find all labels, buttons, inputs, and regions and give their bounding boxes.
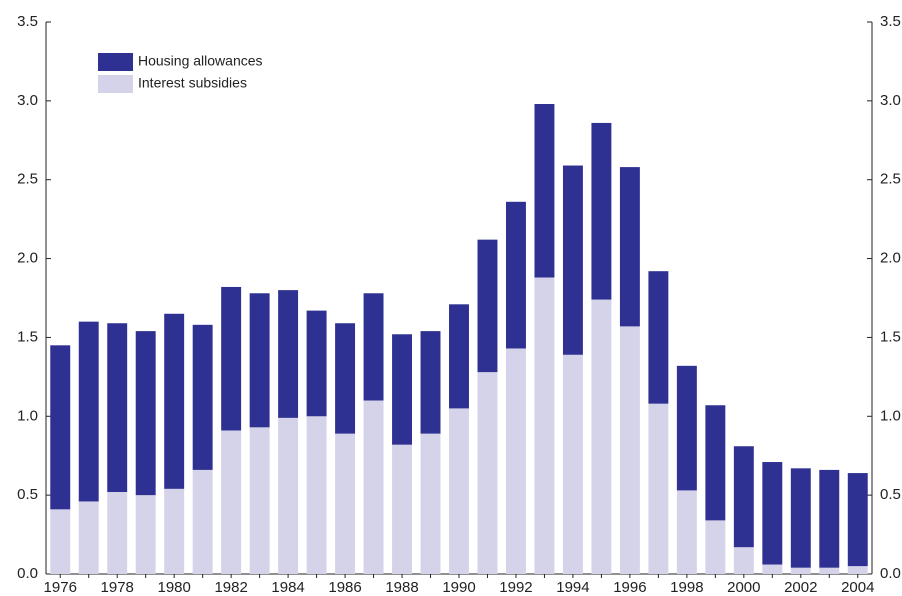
bar-segment	[135, 331, 156, 496]
y2-tick-label: 2.0	[880, 250, 901, 267]
bar-segment	[705, 405, 726, 521]
bar-segment	[790, 468, 811, 568]
bar-segment	[819, 469, 840, 568]
bar-segment	[449, 408, 469, 574]
x-tick-label: 1982	[214, 579, 247, 596]
bar-segment	[392, 334, 413, 445]
x-tick-label: 1988	[385, 579, 418, 596]
bar-segment	[819, 567, 840, 574]
bar-segment	[676, 365, 697, 491]
x-tick-label: 2004	[841, 579, 874, 596]
bar-segment	[107, 323, 128, 492]
bar-segment	[648, 271, 669, 404]
bar-segment	[164, 313, 185, 489]
bar-segment	[335, 433, 356, 574]
x-tick-label: 1978	[101, 579, 134, 596]
bar-segment	[78, 501, 99, 574]
bar-segment	[449, 304, 469, 409]
bar-segment	[847, 566, 868, 574]
bar-segment	[619, 167, 640, 327]
x-tick-label: 1992	[499, 579, 532, 596]
bar-segment	[591, 122, 612, 300]
bar-segment	[619, 326, 640, 574]
y-tick-label: 1.0	[17, 407, 38, 424]
x-tick-label: 1980	[157, 579, 190, 596]
legend-label: Interest subsidies	[138, 75, 247, 91]
bar-segment	[192, 324, 213, 470]
x-tick-label: 1976	[44, 579, 77, 596]
bar-segment	[221, 430, 242, 574]
bar-segment	[505, 348, 526, 574]
bar-segment	[107, 491, 128, 574]
bar-segment	[847, 473, 868, 567]
y2-tick-label: 1.0	[880, 407, 901, 424]
bar-segment	[306, 310, 327, 417]
bar-segment	[477, 372, 498, 574]
x-tick-label: 2000	[727, 579, 760, 596]
y-tick-label: 0.5	[17, 486, 38, 503]
legend-swatch	[98, 75, 133, 93]
bar-segment	[78, 321, 99, 502]
y2-tick-label: 0.5	[880, 486, 901, 503]
y2-tick-label: 3.0	[880, 92, 901, 109]
bar-segment	[363, 400, 384, 574]
bar-segment	[562, 354, 583, 574]
x-tick-label: 1996	[613, 579, 646, 596]
bar-segment	[306, 416, 327, 574]
bar-segment	[249, 427, 270, 574]
bar-segment	[363, 293, 384, 401]
bar-segment	[676, 490, 697, 574]
bar-segment	[420, 331, 441, 434]
bar-segment	[278, 417, 299, 574]
bar-segment	[50, 509, 71, 574]
y-tick-label: 0.0	[17, 565, 38, 582]
x-tick-label: 1994	[556, 579, 589, 596]
legend-label: Housing allowances	[138, 53, 263, 69]
bar-segment	[278, 290, 299, 418]
x-tick-label: 2002	[784, 579, 817, 596]
y-tick-label: 3.5	[17, 13, 38, 30]
y-tick-label: 2.0	[17, 250, 38, 267]
bar-segment	[477, 239, 498, 373]
bar-segment	[392, 444, 413, 574]
bar-segment	[762, 462, 783, 565]
bar-segment	[420, 433, 441, 574]
bar-segment	[591, 299, 612, 574]
bar-segment	[562, 165, 583, 355]
bar-segment	[221, 286, 242, 431]
x-tick-label: 1984	[271, 579, 304, 596]
y-tick-label: 2.5	[17, 171, 38, 188]
bar-segment	[249, 293, 270, 428]
x-tick-label: 1986	[328, 579, 361, 596]
y2-tick-label: 0.0	[880, 565, 901, 582]
x-tick-label: 1990	[442, 579, 475, 596]
y-tick-label: 3.0	[17, 92, 38, 109]
y2-tick-label: 3.5	[880, 13, 901, 30]
bar-segment	[534, 277, 555, 574]
bar-segment	[733, 446, 754, 548]
bar-segment	[505, 201, 526, 349]
bar-segment	[192, 469, 213, 574]
bar-segment	[790, 567, 811, 574]
bar-segment	[534, 104, 555, 278]
bar-segment	[335, 323, 356, 434]
bar-segment	[733, 547, 754, 574]
bar-segment	[705, 520, 726, 574]
bar-segment	[135, 495, 156, 574]
legend-swatch	[98, 53, 133, 71]
bar-segment	[762, 564, 783, 574]
y-tick-label: 1.5	[17, 328, 38, 345]
bar-segment	[164, 488, 185, 574]
bar-segment	[50, 345, 71, 510]
y2-tick-label: 1.5	[880, 328, 901, 345]
bar-segment	[648, 403, 669, 574]
y2-tick-label: 2.5	[880, 171, 901, 188]
x-tick-label: 1998	[670, 579, 703, 596]
